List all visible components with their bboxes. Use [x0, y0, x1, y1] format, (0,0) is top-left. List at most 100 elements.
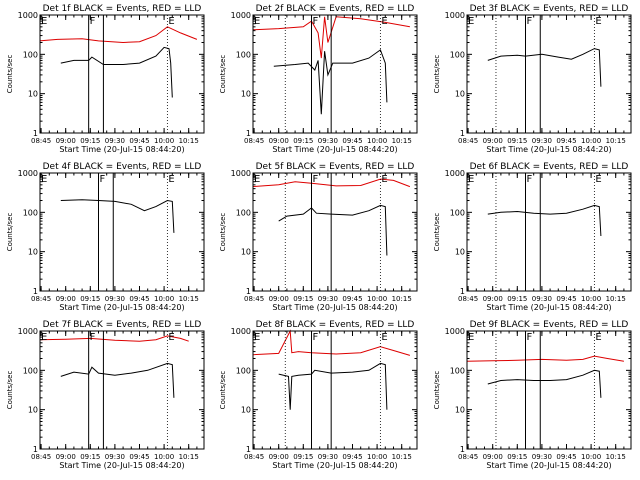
- x-tick-label: 09:45: [556, 137, 576, 145]
- series-line-events: [487, 48, 602, 87]
- y-tick-label: 100: [450, 208, 465, 217]
- x-tick-label: 09:45: [342, 295, 362, 303]
- marker-label: E: [41, 332, 47, 343]
- x-tick-label: 09:30: [318, 453, 338, 461]
- x-tick-label: 08:45: [458, 137, 478, 145]
- marker-label: E: [168, 332, 174, 343]
- x-tick-label: 10:00: [367, 137, 387, 145]
- y-axis-label: Counts/sec: [6, 213, 14, 252]
- panel-det-2: Det 2f BLACK = Events, RED = LLD E F E 1 10 10…: [219, 4, 418, 154]
- y-axis-label: Counts/sec: [433, 371, 441, 410]
- marker-label: E: [41, 16, 47, 27]
- y-axis-label: Counts/sec: [433, 55, 441, 94]
- x-tick-label: 09:00: [269, 295, 289, 303]
- marker-label: E: [381, 332, 387, 343]
- x-axis-label: Start Time (20-Jul-15 08:44:20): [59, 461, 184, 470]
- x-tick-label: 10:15: [179, 137, 199, 145]
- x-tick-label: 08:45: [244, 137, 264, 145]
- panel-det-9: Det 9f BLACK = Events, RED = LLD E F E 1 10 10…: [433, 320, 632, 470]
- marker-label: E: [254, 174, 260, 185]
- x-tick-label: 09:45: [342, 453, 362, 461]
- marker-label: E: [381, 174, 387, 185]
- y-tick-label: 1000: [231, 169, 251, 178]
- x-tick-label: 09:00: [483, 295, 503, 303]
- x-tick-label: 08:45: [458, 453, 478, 461]
- series-line-lld: [252, 16, 410, 59]
- x-tick-label: 09:30: [105, 295, 125, 303]
- series-line-events: [273, 49, 388, 115]
- marker-label: E: [595, 16, 601, 27]
- marker-label: E: [168, 174, 174, 185]
- marker-label: F: [90, 332, 96, 343]
- y-tick-label: 100: [23, 366, 38, 375]
- y-axis-label: Counts/sec: [219, 55, 227, 94]
- x-tick-label: 08:45: [244, 295, 264, 303]
- x-tick-label: 09:15: [80, 137, 100, 145]
- x-tick-label: 09:15: [293, 295, 313, 303]
- x-tick-label: 10:00: [154, 453, 174, 461]
- x-axis-label: Start Time (20-Jul-15 08:44:20): [272, 461, 397, 470]
- y-tick-label: 100: [23, 50, 38, 59]
- x-tick-label: 09:30: [318, 295, 338, 303]
- marker-label: E: [468, 16, 474, 27]
- y-tick-label: 1: [33, 445, 38, 454]
- x-tick-label: 09:00: [269, 137, 289, 145]
- x-tick-label: 09:30: [318, 137, 338, 145]
- y-axis-label: Counts/sec: [6, 55, 14, 94]
- y-tick-label: 1: [460, 445, 465, 454]
- panel-det-1: Det 1f BLACK = Events, RED = LLD E F E 1 10 10…: [6, 4, 205, 154]
- y-tick-label: 10: [28, 90, 38, 99]
- x-tick-label: 09:00: [483, 453, 503, 461]
- y-tick-label: 100: [236, 50, 251, 59]
- plot-frame: [466, 330, 632, 450]
- x-tick-label: 08:45: [458, 295, 478, 303]
- marker-label: E: [168, 16, 174, 27]
- x-tick-label: 09:15: [507, 453, 527, 461]
- x-tick-label: 10:00: [581, 453, 601, 461]
- marker-label: F: [526, 16, 532, 27]
- marker-label: E: [468, 332, 474, 343]
- y-tick-label: 10: [455, 248, 465, 257]
- panel-title: Det 4f BLACK = Events, RED = LLD: [43, 162, 202, 172]
- x-tick-label: 09:15: [507, 137, 527, 145]
- series-line-events: [487, 204, 602, 237]
- y-tick-label: 10: [28, 248, 38, 257]
- x-tick-label: 10:15: [606, 295, 626, 303]
- series-line-lld: [39, 26, 198, 44]
- x-tick-label: 09:15: [293, 453, 313, 461]
- x-tick-label: 09:45: [129, 453, 149, 461]
- marker-label: F: [90, 16, 96, 27]
- series-line-events: [278, 204, 388, 256]
- panel-title: Det 5f BLACK = Events, RED = LLD: [256, 162, 415, 172]
- y-tick-label: 10: [241, 248, 251, 257]
- y-axis-label: Counts/sec: [433, 213, 441, 252]
- y-tick-label: 10: [241, 90, 251, 99]
- x-axis-label: Start Time (20-Jul-15 08:44:20): [272, 303, 397, 312]
- marker-label: E: [595, 332, 601, 343]
- plot-frame: [252, 330, 418, 450]
- series-line-lld: [252, 178, 411, 188]
- panel-title: Det 6f BLACK = Events, RED = LLD: [470, 162, 629, 172]
- y-axis-label: Counts/sec: [219, 371, 227, 410]
- x-tick-label: 08:45: [31, 453, 51, 461]
- series-line-events: [278, 362, 388, 410]
- series-line-events: [60, 362, 175, 398]
- x-tick-label: 10:15: [392, 295, 412, 303]
- panel-title: Det 8f BLACK = Events, RED = LLD: [256, 320, 415, 330]
- plot-frame: [466, 14, 632, 134]
- x-tick-label: 10:00: [367, 453, 387, 461]
- x-tick-label: 08:45: [31, 137, 51, 145]
- marker-label: F: [312, 174, 318, 185]
- plot-frame: [252, 172, 418, 292]
- panel-title: Det 9f BLACK = Events, RED = LLD: [470, 320, 629, 330]
- x-tick-label: 09:00: [483, 137, 503, 145]
- x-tick-label: 09:00: [269, 453, 289, 461]
- y-tick-label: 100: [450, 50, 465, 59]
- x-tick-label: 09:45: [556, 295, 576, 303]
- marker-label: F: [312, 332, 318, 343]
- panel-title: Det 7f BLACK = Events, RED = LLD: [43, 320, 202, 330]
- marker-label: E: [381, 16, 387, 27]
- y-tick-label: 1000: [231, 11, 251, 20]
- x-tick-label: 09:30: [105, 137, 125, 145]
